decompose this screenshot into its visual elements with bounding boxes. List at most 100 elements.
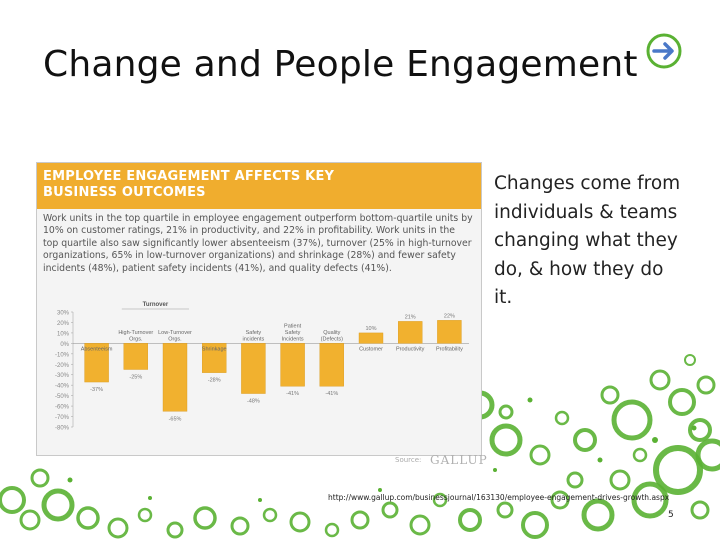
bar-value-label: -41% — [325, 391, 338, 397]
category-label: High-Turnover Orgs. — [118, 330, 153, 343]
decor-ring — [554, 410, 570, 426]
decor-ring — [521, 511, 549, 539]
y-tick-label: -30% — [55, 373, 70, 379]
decor-ring — [653, 445, 703, 495]
y-tick-label: -80% — [55, 426, 70, 432]
bar — [241, 343, 266, 394]
decor-ring — [107, 517, 129, 539]
decor-ring — [581, 498, 615, 532]
decor-ring — [529, 444, 551, 466]
decor-ring — [632, 447, 648, 463]
decor-dot — [527, 397, 533, 403]
decor-ring — [550, 490, 570, 510]
decor-ring — [350, 510, 370, 530]
decor-ring — [137, 507, 153, 523]
y-tick-label: 0% — [60, 342, 69, 348]
y-tick-label: -70% — [55, 415, 70, 421]
y-tick-label: 30% — [57, 311, 70, 317]
decor-ring — [609, 469, 631, 491]
bar-value-label: -25% — [129, 375, 142, 381]
decor-ring — [0, 486, 26, 514]
decor-dot — [378, 488, 382, 492]
y-tick-label: 10% — [57, 331, 70, 337]
bar-value-label: -48% — [247, 399, 260, 405]
decor-ring — [496, 501, 514, 519]
engagement-figure: EMPLOYEE ENGAGEMENT AFFECTS KEY BUSINESS… — [36, 162, 482, 456]
bar-value-label: 21% — [405, 314, 416, 320]
decor-ring — [684, 354, 696, 366]
category-label: Quality (Defects) — [321, 330, 343, 343]
decor-ring — [193, 506, 217, 530]
decor-ring — [600, 385, 620, 405]
bar — [437, 320, 462, 344]
category-label: Absenteeism — [81, 346, 113, 352]
bar — [162, 343, 188, 412]
source-label: Source: — [395, 456, 422, 464]
bar — [358, 332, 384, 344]
y-tick-label: -50% — [55, 394, 70, 400]
decor-ring — [409, 514, 431, 536]
bar — [398, 321, 423, 344]
decor-dot — [597, 457, 603, 463]
decor-dot — [493, 468, 497, 472]
decor-ring — [631, 481, 669, 519]
y-tick-label: -60% — [55, 405, 70, 411]
decor-ring — [19, 509, 41, 531]
decor-ring — [458, 508, 482, 532]
bar — [319, 343, 344, 387]
y-tick-label: -40% — [55, 384, 70, 390]
figure-description: Work units in the top quartile in employ… — [43, 213, 473, 274]
y-tick-label: -20% — [55, 363, 70, 369]
category-label: Shrinkage — [202, 346, 227, 352]
bar — [84, 343, 109, 383]
decor-ring — [573, 428, 597, 452]
bar-value-label: -28% — [208, 378, 221, 384]
decor-ring — [230, 516, 250, 536]
decor-ring — [611, 399, 653, 441]
category-label: Safety incidents — [243, 330, 265, 343]
outcomes-bar-chart: 30% 20% 10% 0% -10% -20% -30% -40% -50% -60% -70% -… — [55, 302, 469, 432]
turnover-group-label: Turnover — [143, 302, 169, 308]
decor-dot — [691, 425, 697, 431]
decor-ring — [76, 506, 100, 530]
decor-dot — [148, 496, 152, 500]
decor-ring — [289, 511, 311, 533]
category-label: Patient Safety Incidents — [282, 323, 304, 342]
decor-dot — [258, 498, 262, 502]
decor-ring — [262, 507, 278, 523]
figure-heading-line2: BUSINESS OUTCOMES — [43, 185, 206, 200]
decor-ring — [41, 488, 75, 522]
decor-ring — [30, 468, 50, 488]
category-label: Productivity — [396, 346, 425, 352]
bar — [280, 343, 305, 387]
decor-ring — [668, 388, 696, 416]
decor-ring — [166, 521, 184, 539]
gallup-logo: GALLUP — [430, 453, 488, 467]
y-tick-label: -10% — [55, 352, 70, 358]
decor-ring — [498, 404, 514, 420]
y-tick-label: 20% — [57, 321, 70, 327]
decor-ring — [432, 492, 448, 508]
decor-dot — [67, 477, 73, 483]
figure-header: EMPLOYEE ENGAGEMENT AFFECTS KEY BUSINESS… — [37, 163, 481, 209]
decor-ring — [690, 500, 710, 520]
bar-value-label: -37% — [90, 387, 103, 393]
page-number: 5 — [668, 510, 674, 520]
category-label: Profitability — [436, 346, 463, 352]
decor-ring — [489, 423, 523, 457]
decor-ring — [381, 501, 399, 519]
source-link[interactable]: http://www.gallup.com/businessjournal/16… — [328, 493, 670, 502]
decor-ring — [688, 418, 712, 442]
arrow-right-circle-icon[interactable] — [645, 32, 683, 70]
slide-title: Change and People Engagement — [43, 44, 638, 85]
bar-value-label: -41% — [286, 391, 299, 397]
decor-ring — [696, 375, 716, 395]
decor-ring — [566, 471, 584, 489]
bar-value-label: 10% — [365, 326, 376, 332]
bar-value-label: 22% — [444, 313, 455, 319]
bar — [201, 343, 227, 373]
decor-dot — [652, 437, 658, 443]
bar — [123, 343, 149, 370]
figure-heading: EMPLOYEE ENGAGEMENT AFFECTS KEY BUSINESS… — [43, 169, 334, 201]
